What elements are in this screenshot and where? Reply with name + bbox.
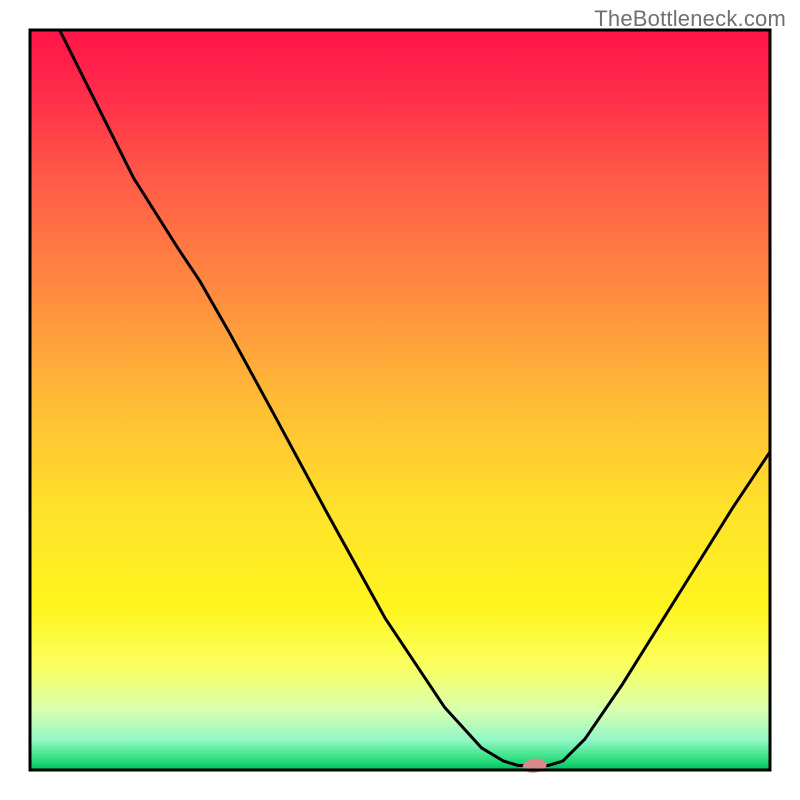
- bottleneck-chart: [0, 0, 800, 800]
- plot-background: [30, 30, 770, 770]
- chart-container: TheBottleneck.com: [0, 0, 800, 800]
- watermark-text: TheBottleneck.com: [594, 6, 786, 32]
